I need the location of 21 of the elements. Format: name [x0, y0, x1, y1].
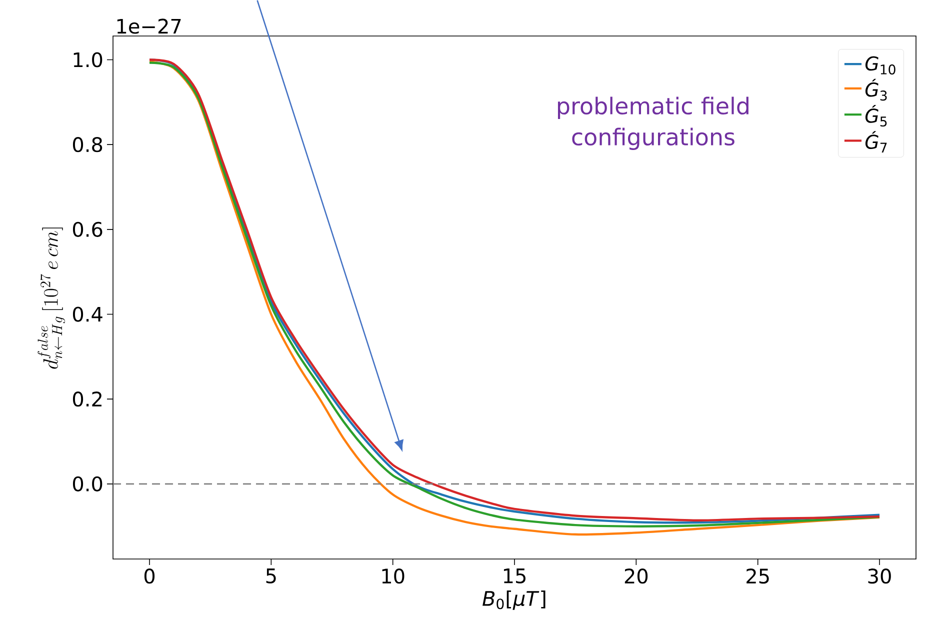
x-axis-title: B$_{0}$[μT] — [482, 590, 546, 610]
y-tick-label: 1.0 — [74, 52, 102, 68]
y-tick-label: 0.2 — [72, 392, 102, 407]
y-tick-label: 0.6 — [72, 222, 102, 237]
y-tick-label: 0.8 — [72, 137, 102, 152]
y-tick-label: 0.0 — [72, 476, 102, 492]
x-tick-label: 25 — [746, 568, 769, 584]
x-tick-label: 30 — [868, 568, 891, 584]
annotation: problematic field configurations — [558, 96, 748, 150]
legend-label: G$_{10}$ — [865, 56, 896, 74]
y-tick-label: 0.4 — [72, 306, 102, 322]
legend-label: Ǵ$_{7}$ — [865, 131, 887, 152]
x-tick-label: 20 — [624, 568, 648, 584]
text: 1e−27 — [117, 18, 181, 34]
x-tick-label: 10 — [382, 568, 404, 584]
x-tick-label: 15 — [504, 568, 526, 584]
x-tick-label: 5 — [266, 568, 276, 584]
legend-label: Ǵ$_{3}$ — [865, 78, 887, 101]
legend-label: Ǵ$_{5}$ — [865, 105, 887, 127]
y-axis-title: $d_{n\leftarrow Hg}^{false}\,[10^{27}\,e\,cm]$ — [38, 228, 65, 369]
x-tick-label: 0 — [144, 568, 155, 584]
